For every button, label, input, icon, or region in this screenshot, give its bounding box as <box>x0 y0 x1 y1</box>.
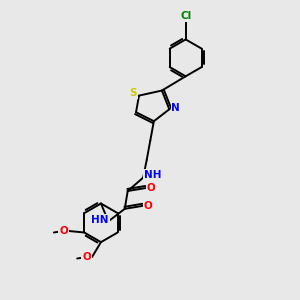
Text: HN: HN <box>91 215 109 225</box>
Text: O: O <box>146 183 155 193</box>
Text: O: O <box>143 201 152 211</box>
Text: N: N <box>172 103 180 113</box>
Text: O: O <box>82 252 91 262</box>
Text: NH: NH <box>144 170 161 180</box>
Text: S: S <box>129 88 137 98</box>
Text: Cl: Cl <box>180 11 191 21</box>
Text: O: O <box>59 226 68 236</box>
